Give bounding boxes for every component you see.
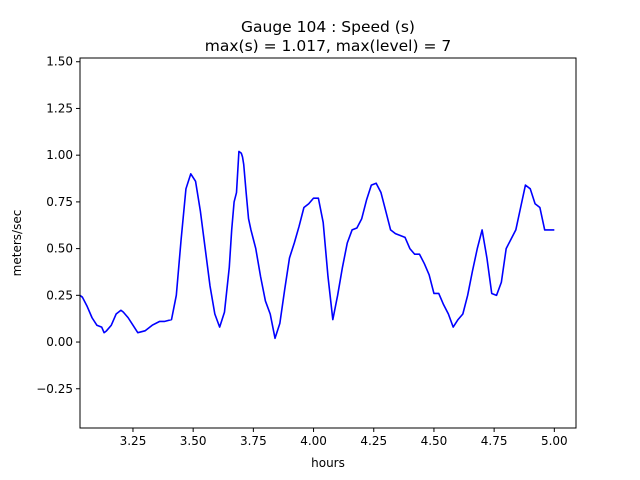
chart-title-line2: max(s) = 1.017, max(level) = 7	[205, 37, 451, 55]
chart-title-line1: Gauge 104 : Speed (s)	[241, 18, 415, 36]
x-tick-label: 4.75	[481, 434, 508, 448]
x-tick-label: 3.75	[240, 434, 267, 448]
y-tick-label: 1.25	[46, 101, 73, 115]
x-tick-label: 3.50	[180, 434, 207, 448]
x-tick-label: 4.25	[360, 434, 387, 448]
x-tick-label: 4.50	[421, 434, 448, 448]
y-tick-label: 0.00	[46, 335, 73, 349]
y-tick-label: −0.25	[36, 382, 73, 396]
y-tick-label: 1.00	[46, 148, 73, 162]
y-tick-label: 0.50	[46, 242, 73, 256]
series-line-0	[79, 150, 555, 340]
x-tick-label: 5.00	[541, 434, 568, 448]
x-axis-label: hours	[311, 456, 345, 470]
y-tick-label: 0.75	[46, 195, 73, 209]
axis-ticks: 3.25 3.50 3.75 4.00 4.25 4.50 4.75 5.00 −0.25 0.0…	[36, 55, 567, 448]
y-tick-label: 0.25	[46, 288, 73, 302]
y-axis-label: meters/sec	[10, 210, 24, 277]
plot-area	[79, 150, 555, 340]
y-tick-label: 1.50	[46, 55, 73, 69]
x-tick-label: 3.25	[120, 434, 147, 448]
axes-frame	[79, 57, 577, 429]
x-tick-label: 4.00	[300, 434, 327, 448]
